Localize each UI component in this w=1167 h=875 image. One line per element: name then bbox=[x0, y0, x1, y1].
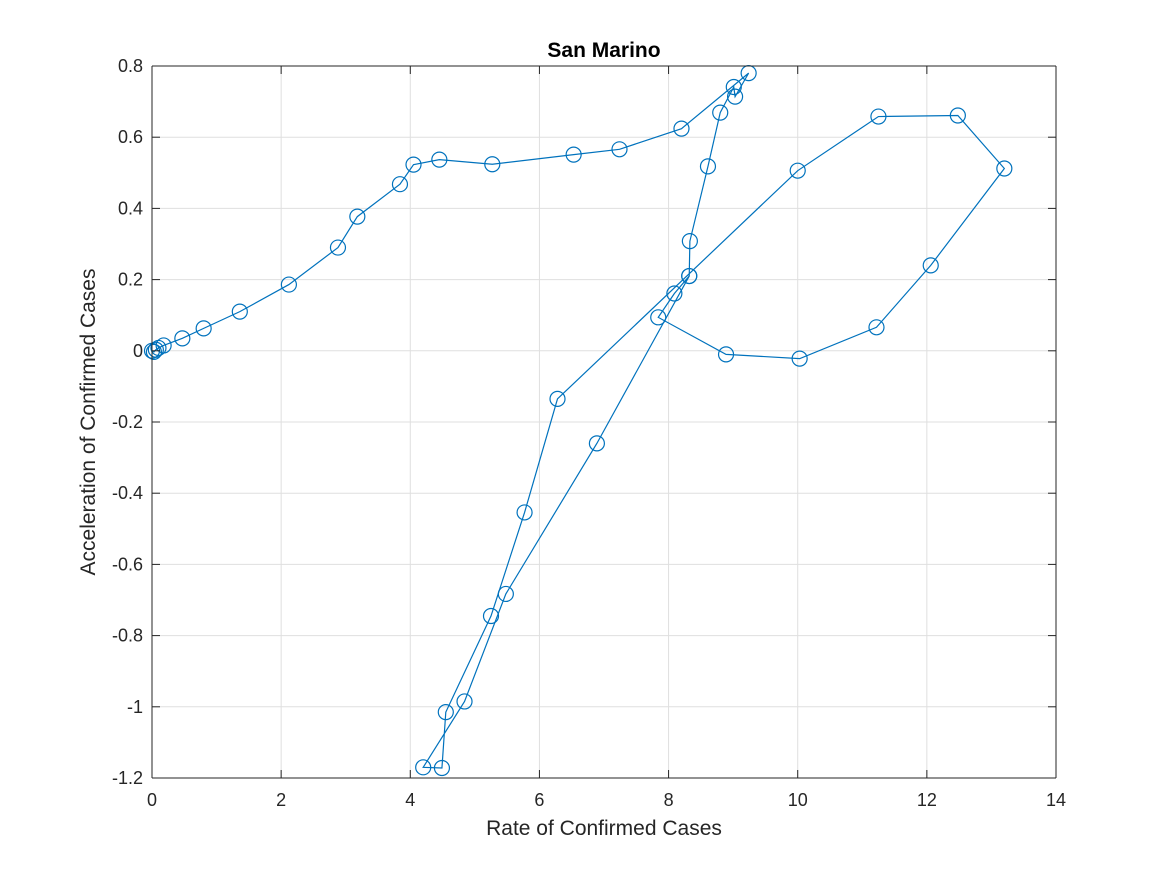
tick-labels: 0 2 4 6 8 10 12 14 -1.2 -1 -0.8 -0.6 -0.4 -0.2 0 0.2 0.4… bbox=[112, 56, 1066, 810]
data-point-5 bbox=[174, 330, 191, 347]
x-tick-label-6: 12 bbox=[917, 790, 937, 810]
y-tick-label-7: 0.2 bbox=[118, 270, 143, 290]
data-point-35 bbox=[549, 390, 566, 407]
y-tick-label-8: 0.4 bbox=[118, 198, 143, 218]
chart-title: San Marino bbox=[547, 39, 660, 62]
series-line-0 bbox=[151, 72, 1006, 769]
data-point-13 bbox=[431, 151, 448, 168]
y-axis-title: Acceleration of Confirmed Cases bbox=[77, 269, 100, 576]
x-tick-label-5: 10 bbox=[788, 790, 808, 810]
series-group bbox=[143, 65, 1013, 777]
grid bbox=[151, 65, 1057, 779]
y-tick-label-2: -0.8 bbox=[112, 626, 143, 646]
data-point-22 bbox=[699, 158, 717, 175]
data-point-4 bbox=[155, 337, 172, 354]
y-tick-label-10: 0.8 bbox=[118, 56, 143, 76]
data-point-16 bbox=[611, 141, 628, 158]
data-point-43 bbox=[588, 435, 605, 452]
y-tick-label-1: -1 bbox=[127, 697, 143, 717]
data-point-23 bbox=[681, 233, 698, 250]
y-tick-label-0: -1.2 bbox=[112, 768, 143, 788]
data-point-25 bbox=[666, 285, 683, 302]
axes bbox=[151, 65, 1057, 779]
data-point-26 bbox=[650, 309, 667, 326]
data-point-33 bbox=[870, 108, 887, 125]
data-point-32 bbox=[949, 107, 966, 124]
data-point-14 bbox=[484, 156, 501, 173]
x-tick-label-7: 14 bbox=[1046, 790, 1066, 810]
data-point-20 bbox=[725, 78, 742, 96]
data-point-2 bbox=[147, 341, 164, 358]
data-point-38 bbox=[437, 704, 454, 721]
x-tick-label-3: 6 bbox=[534, 790, 544, 810]
data-point-7 bbox=[231, 303, 248, 320]
data-point-30 bbox=[922, 257, 939, 274]
y-tick-label-6: 0 bbox=[133, 341, 143, 361]
data-point-31 bbox=[996, 160, 1013, 177]
data-point-1 bbox=[145, 343, 163, 360]
data-point-15 bbox=[565, 146, 582, 163]
y-tick-label-4: -0.4 bbox=[112, 483, 143, 503]
x-tick-label-4: 8 bbox=[664, 790, 674, 810]
data-point-28 bbox=[791, 350, 808, 367]
data-point-42 bbox=[497, 585, 514, 603]
y-tick-label-3: -0.6 bbox=[112, 554, 143, 574]
x-axis-title: Rate of Confirmed Cases bbox=[486, 817, 722, 840]
data-point-41 bbox=[456, 693, 473, 710]
data-point-37 bbox=[482, 607, 500, 625]
data-point-39 bbox=[433, 759, 451, 777]
y-tick-label-9: 0.6 bbox=[118, 127, 143, 147]
data-point-17 bbox=[673, 120, 690, 137]
data-point-11 bbox=[391, 176, 409, 193]
data-point-21 bbox=[712, 104, 729, 121]
data-point-6 bbox=[195, 320, 212, 337]
data-point-36 bbox=[516, 504, 533, 521]
x-tick-label-2: 4 bbox=[405, 790, 415, 810]
x-tick-label-0: 0 bbox=[147, 790, 157, 810]
x-tick-label-1: 2 bbox=[276, 790, 286, 810]
data-point-44 bbox=[681, 267, 698, 285]
data-point-10 bbox=[349, 208, 366, 225]
data-point-19 bbox=[726, 88, 744, 105]
data-point-8 bbox=[280, 276, 297, 293]
y-tick-label-5: -0.2 bbox=[112, 412, 143, 432]
data-point-9 bbox=[329, 239, 347, 256]
data-point-40 bbox=[415, 759, 432, 776]
data-point-34 bbox=[789, 162, 806, 179]
data-point-27 bbox=[717, 346, 735, 363]
data-point-12 bbox=[405, 156, 422, 173]
data-point-29 bbox=[868, 319, 885, 336]
